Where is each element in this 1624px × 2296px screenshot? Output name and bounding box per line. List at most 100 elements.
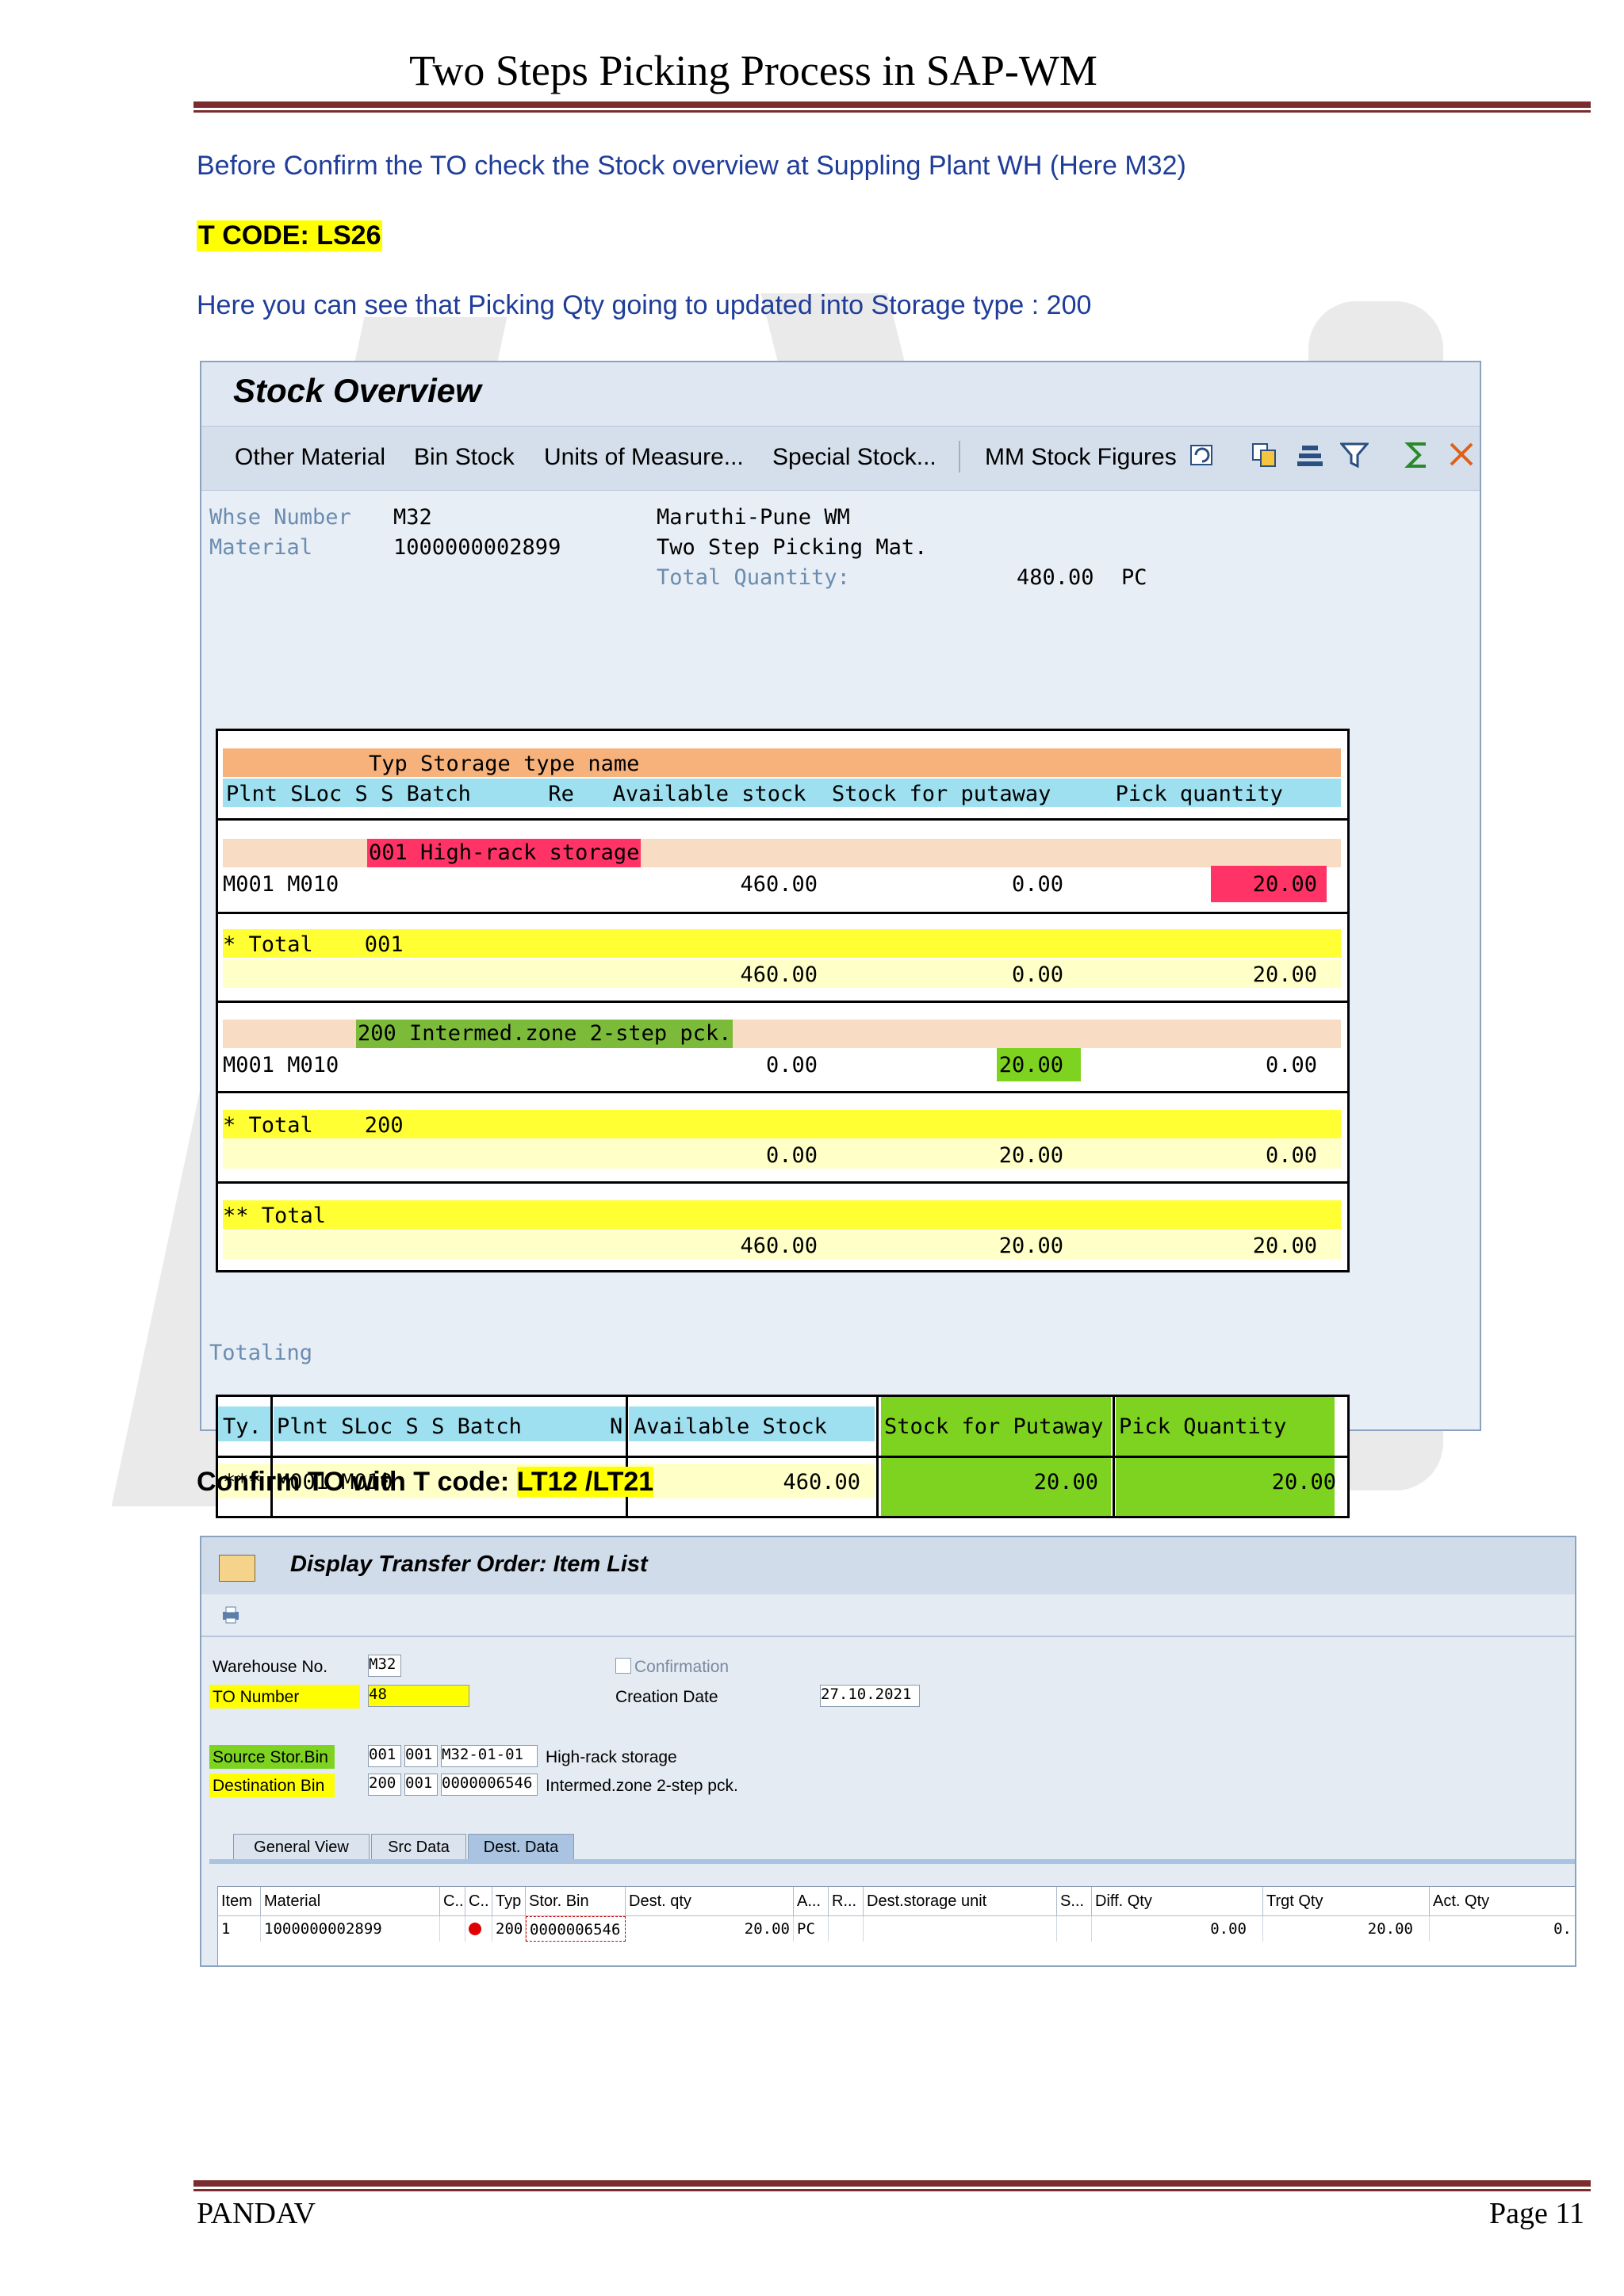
note-text: Here you can see that Picking Qty going …	[197, 290, 1092, 320]
row-pick: 20.00	[1252, 872, 1317, 897]
col-dest-qty[interactable]: Dest. qty	[626, 1887, 794, 1915]
col-a[interactable]: A...	[794, 1887, 829, 1915]
toolbar-separator	[201, 1636, 1575, 1637]
row-putaway: 20.00	[998, 1053, 1063, 1077]
toolbar-bin-stock[interactable]: Bin Stock	[414, 444, 515, 470]
total-200-values: 0.00 20.00 0.00	[223, 1140, 1341, 1169]
putaway-highlight	[997, 1048, 1081, 1081]
stock-grid: Typ Storage type name Plnt SLoc S S Batc…	[216, 729, 1350, 1272]
status-red-icon	[469, 1922, 481, 1935]
toolbar-mm-stock-figures[interactable]: MM Stock Figures	[985, 444, 1177, 470]
col-item[interactable]: Item	[218, 1887, 261, 1915]
footer-rule	[193, 2180, 1591, 2187]
dest-bin-label: Destination Bin	[213, 1777, 325, 1795]
header-storage-type: Typ Storage type name	[369, 752, 640, 776]
material-description: Two Step Picking Mat.	[657, 535, 928, 560]
toolbar-separator	[959, 441, 960, 473]
header-rule	[193, 101, 1591, 108]
filter-icon[interactable]	[1339, 441, 1370, 469]
totaling-header-n: N	[610, 1414, 623, 1439]
material-value: 1000000002899	[393, 535, 561, 560]
tab-dest-data[interactable]: Dest. Data	[468, 1834, 574, 1860]
source-bin-description: High-rack storage	[546, 1748, 677, 1766]
footer-page-number: Page 11	[1489, 2197, 1584, 2230]
cell-stor-bin[interactable]: 0000006546	[526, 1916, 626, 1942]
transfer-order-window: Display Transfer Order: Item List Wareho…	[200, 1536, 1576, 1967]
whse-number-label: Whse Number	[209, 505, 351, 530]
col-stor-bin[interactable]: Stor. Bin	[526, 1887, 626, 1915]
tab-src-data[interactable]: Src Data	[371, 1834, 466, 1860]
header-cell-bg	[629, 1406, 875, 1441]
subtotal-icon[interactable]	[1448, 441, 1477, 469]
refresh-icon[interactable]	[1188, 441, 1216, 469]
col-c1[interactable]: C..	[440, 1887, 465, 1915]
toolbar-other-material[interactable]: Other Material	[235, 444, 386, 470]
col-dest-storage-unit[interactable]: Dest.storage unit	[864, 1887, 1057, 1915]
total-001-values: 460.00 0.00 20.00	[223, 959, 1341, 988]
totaling-row-plnt: M001 M010	[277, 1470, 393, 1494]
totaling-header-available: Available Stock	[634, 1414, 827, 1439]
source-section-field[interactable]: 001	[404, 1745, 438, 1767]
col-material[interactable]: Material	[261, 1887, 440, 1915]
tab-strip	[209, 1859, 1575, 1864]
col-typ[interactable]: Typ	[492, 1887, 526, 1915]
footer-rule	[193, 2189, 1591, 2191]
print-icon[interactable]	[220, 1605, 241, 1624]
source-type-field[interactable]: 001	[368, 1745, 401, 1767]
grand-total-label: ** Total	[223, 1203, 327, 1228]
menu-icon[interactable]	[219, 1555, 255, 1582]
row-cell-bg	[218, 1464, 270, 1498]
total-200-available: 0.00	[765, 1143, 818, 1168]
warehouse-field[interactable]: M32	[368, 1655, 401, 1677]
grand-total-available: 460.00	[740, 1234, 818, 1258]
cell-dest-qty: 20.00	[626, 1916, 794, 1942]
header-rule	[193, 110, 1591, 113]
copy-icon[interactable]	[1250, 441, 1278, 469]
cell-diff-qty: 0.00	[1092, 1916, 1263, 1942]
cell-material: 1000000002899	[261, 1916, 440, 1942]
grand-total-band: ** Total	[223, 1200, 1341, 1229]
col-diff-qty[interactable]: Diff. Qty	[1092, 1887, 1263, 1915]
col-c2[interactable]: C..	[465, 1887, 492, 1915]
toolbar-units-of-measure[interactable]: Units of Measure...	[544, 444, 744, 470]
total-001-label: * Total 001	[223, 932, 404, 957]
total-200-band: * Total 200	[223, 1110, 1341, 1138]
total-200-pick: 0.00	[1265, 1143, 1317, 1168]
sum-icon[interactable]	[1404, 441, 1432, 469]
item-table: Item Material C.. C.. Typ Stor. Bin Dest…	[217, 1886, 1575, 1965]
to-number-highlight	[209, 1685, 360, 1709]
warehouse-label: Warehouse No.	[213, 1658, 328, 1676]
source-bin-field[interactable]: M32-01-01	[441, 1745, 538, 1767]
totaling-header-row: Ty. Plnt SLoc S S Batch N Available Stoc…	[218, 1397, 1347, 1516]
whse-description: Maruthi-Pune WM	[657, 505, 850, 530]
col-act-qty[interactable]: Act. Qty	[1430, 1887, 1575, 1915]
tcode-ls26: T CODE: LS26	[197, 220, 383, 251]
pick-highlight	[1211, 866, 1327, 902]
sort-ascending-icon[interactable]	[1296, 441, 1324, 469]
dest-bin-description: Intermed.zone 2-step pck.	[546, 1777, 738, 1795]
col-trgt-qty[interactable]: Trgt Qty	[1263, 1887, 1430, 1915]
cell-typ: 200	[492, 1916, 526, 1942]
tab-general-view[interactable]: General View	[233, 1834, 370, 1860]
cell-r	[829, 1916, 864, 1942]
grid-separator	[218, 818, 1347, 821]
confirmation-checkbox[interactable]	[615, 1658, 631, 1674]
grid-separator	[218, 1181, 1347, 1184]
header-band-columns: Plnt SLoc S S Batch Re Available stock S…	[223, 779, 1341, 807]
to-number-label: TO Number	[213, 1688, 300, 1706]
row-putaway: 0.00	[1011, 872, 1063, 897]
col-r[interactable]: R...	[829, 1887, 864, 1915]
dest-bin-field[interactable]: 0000006546	[441, 1774, 538, 1796]
col-s[interactable]: S...	[1057, 1887, 1092, 1915]
creation-date-field[interactable]: 27.10.2021	[820, 1685, 920, 1707]
grid-separator	[218, 912, 1347, 914]
stock-row: M001 M010 0.00 20.00 0.00	[223, 1048, 1341, 1081]
cell-s	[1057, 1916, 1092, 1942]
toolbar-special-stock[interactable]: Special Stock...	[772, 444, 936, 470]
confirmation-label: Confirmation	[634, 1658, 730, 1676]
cell-c2	[465, 1916, 492, 1942]
to-number-field[interactable]: 48	[368, 1685, 469, 1707]
dest-type-field[interactable]: 200	[368, 1774, 401, 1796]
dest-section-field[interactable]: 001	[404, 1774, 438, 1796]
total-001-putaway: 0.00	[1011, 962, 1063, 987]
